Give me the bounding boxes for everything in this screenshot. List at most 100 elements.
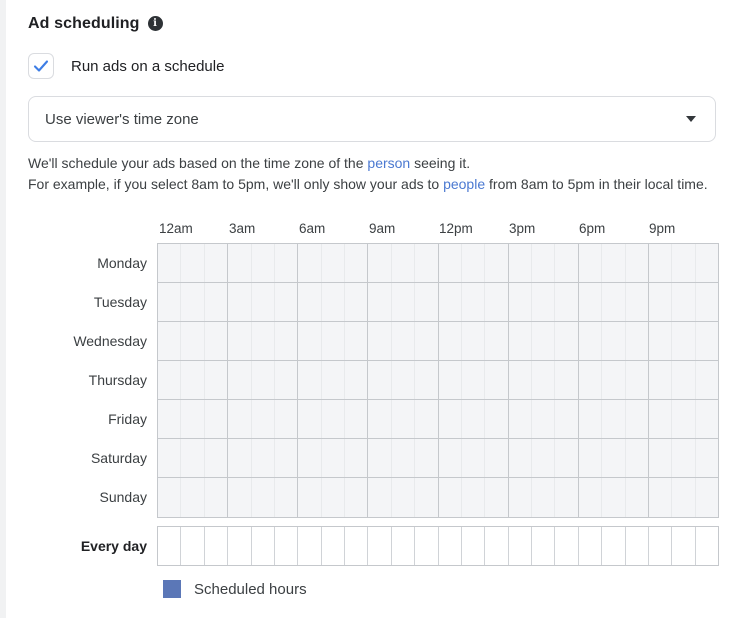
schedule-cell[interactable]: [275, 478, 299, 517]
schedule-cell[interactable]: [579, 478, 603, 517]
schedule-cell[interactable]: [205, 361, 229, 399]
schedule-cell[interactable]: [509, 400, 532, 438]
schedule-cell[interactable]: [439, 244, 462, 282]
schedule-cell[interactable]: [485, 283, 509, 321]
schedule-cell[interactable]: [509, 527, 532, 565]
schedule-cell[interactable]: [252, 478, 275, 517]
schedule-cell[interactable]: [415, 400, 439, 438]
schedule-cell[interactable]: [672, 400, 696, 438]
schedule-cell[interactable]: [602, 361, 626, 399]
schedule-cell[interactable]: [298, 439, 322, 477]
schedule-cell[interactable]: [485, 361, 509, 399]
schedule-cell[interactable]: [626, 283, 649, 321]
schedule-cell[interactable]: [485, 244, 509, 282]
schedule-cell[interactable]: [368, 400, 392, 438]
schedule-cell[interactable]: [368, 478, 392, 517]
schedule-cell[interactable]: [509, 361, 532, 399]
schedule-cell[interactable]: [298, 361, 322, 399]
schedule-cell[interactable]: [205, 478, 229, 517]
schedule-cell[interactable]: [485, 478, 509, 517]
schedule-cell[interactable]: [368, 361, 392, 399]
schedule-cell[interactable]: [392, 244, 416, 282]
schedule-cell[interactable]: [555, 400, 579, 438]
schedule-cell[interactable]: [205, 439, 229, 477]
schedule-cell[interactable]: [439, 283, 462, 321]
schedule-cell[interactable]: [415, 322, 439, 360]
schedule-cell[interactable]: [532, 244, 556, 282]
schedule-cell[interactable]: [649, 400, 673, 438]
schedule-cell[interactable]: [345, 527, 369, 565]
schedule-cell[interactable]: [275, 283, 299, 321]
schedule-cell[interactable]: [298, 244, 322, 282]
schedule-cell[interactable]: [158, 527, 182, 565]
schedule-cell[interactable]: [392, 400, 416, 438]
schedule-cell[interactable]: [555, 478, 579, 517]
inline-link[interactable]: person: [367, 155, 411, 171]
schedule-cell[interactable]: [649, 361, 673, 399]
schedule-cell[interactable]: [579, 400, 603, 438]
schedule-cell[interactable]: [602, 322, 626, 360]
schedule-cell[interactable]: [228, 478, 252, 517]
schedule-cell[interactable]: [579, 322, 603, 360]
schedule-cell[interactable]: [696, 283, 718, 321]
schedule-cell[interactable]: [626, 244, 649, 282]
schedule-cell[interactable]: [322, 439, 345, 477]
schedule-cell[interactable]: [532, 322, 556, 360]
schedule-cell[interactable]: [462, 439, 486, 477]
schedule-cell[interactable]: [696, 439, 718, 477]
schedule-cell[interactable]: [532, 361, 556, 399]
schedule-cell[interactable]: [532, 283, 556, 321]
schedule-cell[interactable]: [415, 361, 439, 399]
schedule-cell[interactable]: [649, 283, 673, 321]
schedule-cell[interactable]: [368, 244, 392, 282]
schedule-cell[interactable]: [462, 527, 486, 565]
run-ads-checkbox[interactable]: [28, 53, 54, 79]
schedule-cell[interactable]: [275, 439, 299, 477]
schedule-cell[interactable]: [298, 527, 322, 565]
schedule-cell[interactable]: [602, 527, 626, 565]
schedule-cell[interactable]: [252, 283, 275, 321]
schedule-cell[interactable]: [158, 361, 182, 399]
schedule-cell[interactable]: [298, 283, 322, 321]
schedule-cell[interactable]: [672, 283, 696, 321]
schedule-cell[interactable]: [415, 439, 439, 477]
schedule-cell[interactable]: [626, 361, 649, 399]
schedule-cell[interactable]: [485, 322, 509, 360]
schedule-cell[interactable]: [602, 244, 626, 282]
schedule-cell[interactable]: [672, 527, 696, 565]
schedule-cell[interactable]: [275, 322, 299, 360]
schedule-cell[interactable]: [672, 322, 696, 360]
schedule-cell[interactable]: [298, 322, 322, 360]
schedule-cell[interactable]: [415, 283, 439, 321]
schedule-cell[interactable]: [252, 322, 275, 360]
schedule-cell[interactable]: [275, 244, 299, 282]
schedule-cell[interactable]: [672, 478, 696, 517]
schedule-cell[interactable]: [509, 439, 532, 477]
schedule-cell[interactable]: [696, 527, 718, 565]
schedule-cell[interactable]: [485, 400, 509, 438]
schedule-cell[interactable]: [579, 283, 603, 321]
schedule-cell[interactable]: [439, 527, 462, 565]
schedule-cell[interactable]: [602, 439, 626, 477]
schedule-cell[interactable]: [579, 361, 603, 399]
schedule-cell[interactable]: [649, 244, 673, 282]
schedule-cell[interactable]: [555, 283, 579, 321]
schedule-cell[interactable]: [181, 361, 205, 399]
schedule-cell[interactable]: [252, 439, 275, 477]
schedule-cell[interactable]: [228, 439, 252, 477]
schedule-cell[interactable]: [485, 527, 509, 565]
schedule-cell[interactable]: [626, 439, 649, 477]
schedule-cell[interactable]: [228, 400, 252, 438]
schedule-cell[interactable]: [205, 527, 229, 565]
schedule-cell[interactable]: [205, 322, 229, 360]
schedule-cell[interactable]: [532, 527, 556, 565]
schedule-cell[interactable]: [158, 283, 182, 321]
schedule-cell[interactable]: [532, 439, 556, 477]
schedule-cell[interactable]: [392, 478, 416, 517]
schedule-cell[interactable]: [345, 361, 369, 399]
schedule-cell[interactable]: [368, 527, 392, 565]
schedule-cell[interactable]: [555, 361, 579, 399]
schedule-cell[interactable]: [228, 527, 252, 565]
schedule-cell[interactable]: [392, 283, 416, 321]
schedule-cell[interactable]: [649, 527, 673, 565]
